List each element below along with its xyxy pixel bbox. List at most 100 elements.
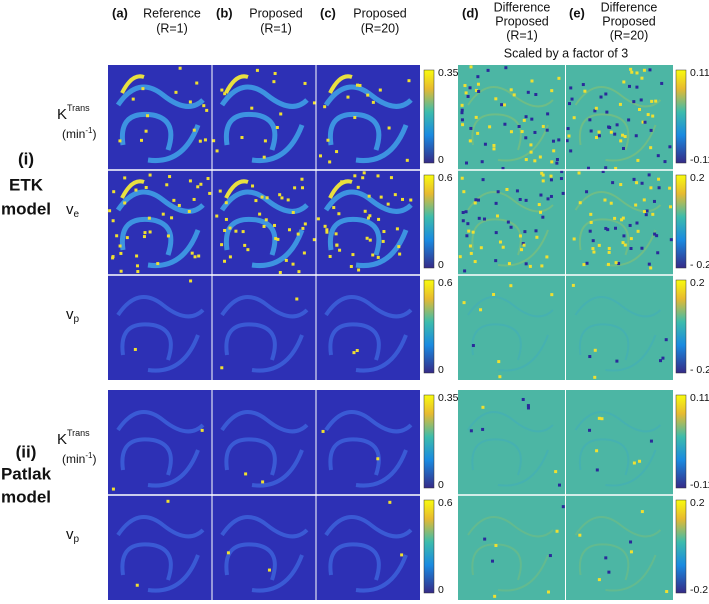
noise-pixel [168, 175, 172, 179]
tissue-structure [471, 113, 522, 151]
noise-pixel [668, 145, 672, 149]
noise-pixel [585, 190, 589, 194]
column-title: Proposed [495, 14, 549, 28]
noise-pixel [205, 108, 209, 112]
noise-pixel [648, 68, 652, 72]
noise-pixel [466, 222, 470, 226]
tissue-structure [224, 437, 277, 476]
noise-pixel [607, 250, 611, 254]
tissue-structure [220, 410, 309, 434]
noise-pixel [521, 397, 525, 401]
noise-pixel [276, 237, 280, 241]
tissue-structure [223, 111, 278, 151]
noise-pixel [644, 213, 648, 217]
noise-pixel [468, 86, 472, 90]
noise-pixel [641, 120, 645, 124]
row-label: vp [66, 526, 80, 545]
noise-pixel [504, 66, 508, 70]
noise-pixel [615, 123, 619, 127]
noise-pixel [262, 224, 266, 228]
noise-pixel [643, 120, 647, 124]
tissue-structure [328, 322, 381, 361]
noise-pixel [629, 237, 633, 241]
noise-pixel [301, 186, 305, 190]
row-label: KTrans [57, 103, 90, 123]
colorbar-tick-label: 0.6 [438, 497, 453, 509]
noise-pixel [284, 258, 288, 262]
tissue-structure [467, 411, 554, 433]
noise-pixel [578, 533, 582, 537]
hot-spot [120, 179, 145, 199]
noise-pixel [196, 185, 200, 189]
noise-pixel [195, 81, 199, 85]
noise-pixel [594, 106, 598, 110]
noise-pixel [642, 210, 646, 214]
noise-pixel [273, 71, 277, 75]
noise-pixel [669, 238, 673, 242]
noise-pixel [569, 149, 573, 153]
model-name: Patlak [1, 464, 52, 483]
noise-pixel [353, 174, 357, 178]
noise-pixel [524, 198, 528, 202]
noise-pixel [607, 125, 611, 129]
tissue-structure [251, 554, 304, 593]
noise-pixel [166, 499, 170, 503]
noise-pixel [368, 214, 372, 218]
tissue-structure [355, 449, 408, 488]
noise-pixel [565, 139, 569, 143]
noise-pixel [187, 209, 191, 213]
noise-pixel [557, 483, 561, 487]
noise-pixel [267, 568, 271, 572]
noise-pixel [597, 416, 601, 420]
noise-pixel [139, 138, 143, 142]
noise-pixel [365, 236, 369, 240]
noise-pixel [600, 417, 604, 421]
noise-pixel [577, 171, 581, 175]
noise-pixel [571, 283, 575, 287]
noise-pixel [378, 88, 382, 92]
noise-pixel [668, 186, 672, 190]
noise-pixel [619, 183, 623, 187]
noise-pixel [349, 265, 353, 269]
noise-pixel [617, 262, 621, 266]
tissue-structure [147, 229, 201, 269]
noise-pixel [118, 139, 122, 143]
noise-pixel [135, 254, 139, 258]
noise-pixel [653, 232, 657, 236]
noise-pixel [147, 216, 151, 220]
noise-pixel [518, 234, 522, 238]
tissue-structure [471, 438, 522, 476]
tissue-structure [147, 554, 200, 593]
noise-pixel [465, 161, 469, 165]
noise-pixel [174, 90, 178, 94]
noise-pixel [640, 510, 644, 514]
tissue-structure [224, 542, 277, 581]
noise-pixel [621, 216, 625, 220]
noise-pixel [657, 177, 661, 181]
noise-pixel [515, 189, 519, 193]
noise-pixel [526, 404, 530, 408]
noise-pixel [381, 239, 385, 243]
tissue-structure [147, 449, 200, 488]
tissue-structure [574, 191, 662, 213]
noise-pixel [474, 88, 478, 92]
noise-pixel [274, 237, 278, 241]
noise-pixel [638, 459, 642, 463]
difference-map [458, 495, 566, 600]
noise-pixel [632, 461, 636, 465]
noise-pixel [220, 366, 224, 370]
noise-pixel [593, 348, 597, 352]
noise-pixel [645, 209, 649, 213]
noise-pixel [296, 232, 300, 236]
noise-pixel [251, 184, 255, 188]
noise-pixel [115, 234, 119, 238]
tissue-structure [120, 322, 173, 361]
noise-pixel [601, 170, 605, 174]
noise-pixel [465, 234, 469, 238]
noise-pixel [469, 126, 473, 130]
noise-pixel [642, 198, 646, 202]
parameter-map [316, 390, 420, 495]
tissue-structure [323, 189, 413, 214]
noise-pixel [660, 81, 664, 85]
tissue-structure [471, 543, 522, 581]
